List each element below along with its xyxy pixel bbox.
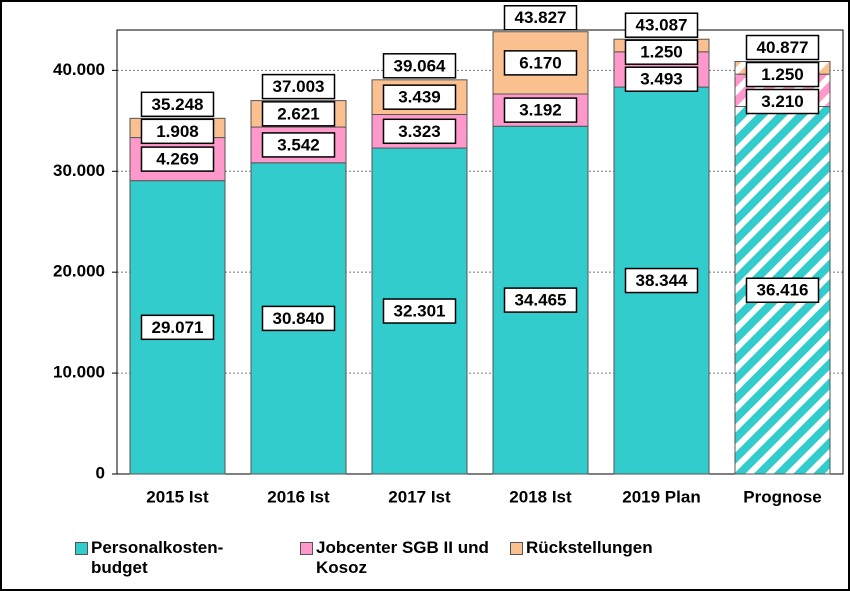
data-label: 6.170 xyxy=(519,53,562,72)
data-label-box xyxy=(382,298,457,324)
data-label: 3.542 xyxy=(277,135,320,154)
legend-swatch xyxy=(510,542,523,555)
data-label-box xyxy=(503,50,578,76)
data-label: 1.250 xyxy=(640,43,683,62)
legend-item: Personalkosten-budget xyxy=(75,538,255,578)
data-label: 1.250 xyxy=(761,65,804,84)
data-label-box xyxy=(624,267,699,294)
data-label-box xyxy=(745,88,820,115)
data-label-box xyxy=(382,84,457,110)
data-label: 3.210 xyxy=(761,92,804,111)
data-label-box xyxy=(140,118,215,145)
data-label-box xyxy=(261,305,336,332)
data-label-box xyxy=(261,101,336,127)
x-tick-label: 2017 Ist xyxy=(388,487,451,506)
y-tick-label: 30.000 xyxy=(53,161,105,180)
total-label-box xyxy=(624,12,699,38)
data-label-box xyxy=(382,118,457,145)
total-label-box xyxy=(261,73,336,100)
data-label-box xyxy=(624,66,699,92)
x-tick-label: 2019 Plan xyxy=(622,487,700,506)
x-tick-label: 2016 Ist xyxy=(267,487,330,506)
data-label: 1.908 xyxy=(156,122,199,141)
y-tick-label: 20.000 xyxy=(53,262,105,281)
data-label-box xyxy=(140,314,215,341)
legend-swatch xyxy=(75,542,88,555)
legend-item: Jobcenter SGB II und Kosoz xyxy=(300,538,500,578)
data-label: 3.493 xyxy=(640,70,683,89)
data-label-box xyxy=(624,39,699,65)
total-label-box xyxy=(382,53,457,79)
total-label-box xyxy=(140,91,215,118)
data-label: 3.323 xyxy=(398,122,441,141)
x-tick-label: Prognose xyxy=(743,487,821,506)
total-label: 35.248 xyxy=(152,95,204,114)
plot-border xyxy=(116,29,844,475)
data-label: 3.439 xyxy=(398,88,441,107)
y-tick-label: 10.000 xyxy=(53,363,105,382)
data-label: 4.269 xyxy=(156,150,199,169)
data-label: 30.840 xyxy=(273,309,325,328)
x-tick-label: 2015 Ist xyxy=(146,487,209,506)
legend-label: Rückstellungen xyxy=(526,538,653,557)
legend-item: Rückstellungen xyxy=(510,538,730,558)
data-label-box xyxy=(745,61,820,88)
data-label: 36.416 xyxy=(757,281,809,300)
total-label: 43.827 xyxy=(515,8,567,27)
total-label-box xyxy=(745,34,820,61)
data-label: 3.192 xyxy=(519,101,562,120)
data-label: 34.465 xyxy=(515,291,567,310)
data-label-box xyxy=(503,287,578,313)
data-label: 38.344 xyxy=(636,271,689,290)
total-label-box xyxy=(503,4,578,31)
total-label: 43.087 xyxy=(636,16,688,35)
data-label: 32.301 xyxy=(394,302,446,321)
data-label: 29.071 xyxy=(152,318,204,337)
data-label-box xyxy=(140,146,215,172)
data-label-box xyxy=(261,132,336,158)
total-label: 37.003 xyxy=(273,77,325,96)
data-label-box xyxy=(745,277,820,304)
total-label: 40.877 xyxy=(757,38,809,57)
legend-label: Jobcenter SGB II und Kosoz xyxy=(316,538,489,577)
x-tick-label: 2018 Ist xyxy=(509,487,572,506)
data-label-box xyxy=(503,97,578,123)
legend-swatch xyxy=(300,542,313,555)
data-label: 2.621 xyxy=(277,104,320,123)
y-tick-label: 40.000 xyxy=(53,60,105,79)
total-label: 39.064 xyxy=(394,56,447,75)
y-tick-label: 0 xyxy=(96,463,105,482)
legend-label: Personalkosten-budget xyxy=(91,538,224,577)
